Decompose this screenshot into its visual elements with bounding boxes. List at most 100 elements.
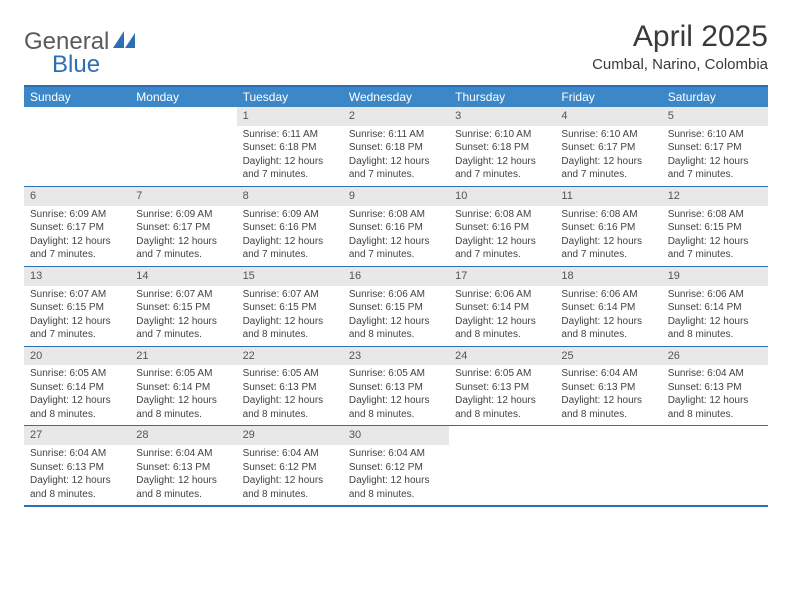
- sunset-line: Sunset: 6:18 PM: [455, 141, 549, 155]
- day-number: 17: [449, 267, 555, 286]
- day-body: Sunrise: 6:08 AMSunset: 6:16 PMDaylight:…: [449, 206, 555, 266]
- daylight-line: Daylight: 12 hours and 8 minutes.: [243, 394, 337, 421]
- sunrise-line: Sunrise: 6:08 AM: [349, 208, 443, 222]
- day-cell: 20Sunrise: 6:05 AMSunset: 6:14 PMDayligh…: [24, 347, 130, 426]
- day-body: Sunrise: 6:06 AMSunset: 6:14 PMDaylight:…: [555, 286, 661, 346]
- sunrise-line: Sunrise: 6:06 AM: [349, 288, 443, 302]
- daylight-line: Daylight: 12 hours and 8 minutes.: [349, 315, 443, 342]
- sunset-line: Sunset: 6:16 PM: [561, 221, 655, 235]
- day-body: Sunrise: 6:05 AMSunset: 6:14 PMDaylight:…: [130, 365, 236, 425]
- sunset-line: Sunset: 6:15 PM: [349, 301, 443, 315]
- day-cell: .: [662, 426, 768, 505]
- sunset-line: Sunset: 6:12 PM: [243, 461, 337, 475]
- day-body: Sunrise: 6:09 AMSunset: 6:17 PMDaylight:…: [130, 206, 236, 266]
- day-cell: 5Sunrise: 6:10 AMSunset: 6:17 PMDaylight…: [662, 107, 768, 186]
- sunset-line: Sunset: 6:14 PM: [455, 301, 549, 315]
- sunset-line: Sunset: 6:17 PM: [561, 141, 655, 155]
- sunset-line: Sunset: 6:13 PM: [668, 381, 762, 395]
- sunrise-line: Sunrise: 6:05 AM: [243, 367, 337, 381]
- day-number: 20: [24, 347, 130, 366]
- sunrise-line: Sunrise: 6:10 AM: [561, 128, 655, 142]
- weekday-header: Sunday: [24, 87, 130, 107]
- sunset-line: Sunset: 6:14 PM: [668, 301, 762, 315]
- weekday-header-row: SundayMondayTuesdayWednesdayThursdayFrid…: [24, 87, 768, 107]
- day-number: 6: [24, 187, 130, 206]
- daylight-line: Daylight: 12 hours and 7 minutes.: [30, 315, 124, 342]
- day-body: Sunrise: 6:06 AMSunset: 6:14 PMDaylight:…: [662, 286, 768, 346]
- day-body: Sunrise: 6:05 AMSunset: 6:13 PMDaylight:…: [237, 365, 343, 425]
- calendar-table: SundayMondayTuesdayWednesdayThursdayFrid…: [24, 85, 768, 507]
- daylight-line: Daylight: 12 hours and 8 minutes.: [243, 315, 337, 342]
- sunrise-line: Sunrise: 6:04 AM: [668, 367, 762, 381]
- sunset-line: Sunset: 6:13 PM: [455, 381, 549, 395]
- sunrise-line: Sunrise: 6:04 AM: [136, 447, 230, 461]
- sunset-line: Sunset: 6:13 PM: [349, 381, 443, 395]
- daylight-line: Daylight: 12 hours and 7 minutes.: [243, 235, 337, 262]
- daylight-line: Daylight: 12 hours and 8 minutes.: [136, 394, 230, 421]
- sunset-line: Sunset: 6:15 PM: [30, 301, 124, 315]
- day-body: Sunrise: 6:08 AMSunset: 6:16 PMDaylight:…: [555, 206, 661, 266]
- sunset-line: Sunset: 6:17 PM: [136, 221, 230, 235]
- week-row: 27Sunrise: 6:04 AMSunset: 6:13 PMDayligh…: [24, 425, 768, 505]
- day-cell: 3Sunrise: 6:10 AMSunset: 6:18 PMDaylight…: [449, 107, 555, 186]
- day-cell: 7Sunrise: 6:09 AMSunset: 6:17 PMDaylight…: [130, 187, 236, 266]
- day-body: Sunrise: 6:06 AMSunset: 6:15 PMDaylight:…: [343, 286, 449, 346]
- sunrise-line: Sunrise: 6:09 AM: [136, 208, 230, 222]
- day-cell: 2Sunrise: 6:11 AMSunset: 6:18 PMDaylight…: [343, 107, 449, 186]
- daylight-line: Daylight: 12 hours and 8 minutes.: [349, 394, 443, 421]
- logo-sail-icon: [113, 31, 135, 54]
- day-cell: 11Sunrise: 6:08 AMSunset: 6:16 PMDayligh…: [555, 187, 661, 266]
- weekday-header: Monday: [130, 87, 236, 107]
- day-number: 22: [237, 347, 343, 366]
- day-number: 18: [555, 267, 661, 286]
- day-body: Sunrise: 6:07 AMSunset: 6:15 PMDaylight:…: [237, 286, 343, 346]
- day-body: Sunrise: 6:04 AMSunset: 6:13 PMDaylight:…: [555, 365, 661, 425]
- sunset-line: Sunset: 6:18 PM: [349, 141, 443, 155]
- sunrise-line: Sunrise: 6:08 AM: [668, 208, 762, 222]
- day-body: Sunrise: 6:05 AMSunset: 6:13 PMDaylight:…: [343, 365, 449, 425]
- day-body: Sunrise: 6:04 AMSunset: 6:12 PMDaylight:…: [237, 445, 343, 505]
- day-number: 19: [662, 267, 768, 286]
- day-number: 2: [343, 107, 449, 126]
- week-row: 13Sunrise: 6:07 AMSunset: 6:15 PMDayligh…: [24, 266, 768, 346]
- daylight-line: Daylight: 12 hours and 8 minutes.: [561, 315, 655, 342]
- day-body: Sunrise: 6:04 AMSunset: 6:12 PMDaylight:…: [343, 445, 449, 505]
- day-number: 21: [130, 347, 236, 366]
- daylight-line: Daylight: 12 hours and 8 minutes.: [668, 315, 762, 342]
- day-number: 8: [237, 187, 343, 206]
- day-cell: 26Sunrise: 6:04 AMSunset: 6:13 PMDayligh…: [662, 347, 768, 426]
- sunrise-line: Sunrise: 6:06 AM: [455, 288, 549, 302]
- sunset-line: Sunset: 6:18 PM: [243, 141, 337, 155]
- sunrise-line: Sunrise: 6:11 AM: [349, 128, 443, 142]
- week-row: 20Sunrise: 6:05 AMSunset: 6:14 PMDayligh…: [24, 346, 768, 426]
- day-number: 29: [237, 426, 343, 445]
- weekday-header: Friday: [555, 87, 661, 107]
- weekday-header: Wednesday: [343, 87, 449, 107]
- day-number: 1: [237, 107, 343, 126]
- day-body: Sunrise: 6:11 AMSunset: 6:18 PMDaylight:…: [237, 126, 343, 186]
- day-number: 30: [343, 426, 449, 445]
- day-body: Sunrise: 6:05 AMSunset: 6:14 PMDaylight:…: [24, 365, 130, 425]
- sunrise-line: Sunrise: 6:08 AM: [455, 208, 549, 222]
- sunrise-line: Sunrise: 6:04 AM: [243, 447, 337, 461]
- day-cell: .: [130, 107, 236, 186]
- day-number: 27: [24, 426, 130, 445]
- sunrise-line: Sunrise: 6:07 AM: [30, 288, 124, 302]
- daylight-line: Daylight: 12 hours and 7 minutes.: [455, 155, 549, 182]
- month-title: April 2025: [592, 20, 768, 54]
- sunset-line: Sunset: 6:14 PM: [30, 381, 124, 395]
- calendar-page: General April 2025 Cumbal, Narino, Colom…: [0, 0, 792, 507]
- day-cell: 30Sunrise: 6:04 AMSunset: 6:12 PMDayligh…: [343, 426, 449, 505]
- daylight-line: Daylight: 12 hours and 7 minutes.: [136, 315, 230, 342]
- daylight-line: Daylight: 12 hours and 8 minutes.: [668, 394, 762, 421]
- daylight-line: Daylight: 12 hours and 8 minutes.: [561, 394, 655, 421]
- day-body: Sunrise: 6:07 AMSunset: 6:15 PMDaylight:…: [130, 286, 236, 346]
- sunset-line: Sunset: 6:15 PM: [243, 301, 337, 315]
- day-number: 15: [237, 267, 343, 286]
- day-cell: .: [24, 107, 130, 186]
- day-body: Sunrise: 6:06 AMSunset: 6:14 PMDaylight:…: [449, 286, 555, 346]
- daylight-line: Daylight: 12 hours and 8 minutes.: [455, 394, 549, 421]
- day-cell: .: [449, 426, 555, 505]
- sunrise-line: Sunrise: 6:07 AM: [136, 288, 230, 302]
- day-number: 10: [449, 187, 555, 206]
